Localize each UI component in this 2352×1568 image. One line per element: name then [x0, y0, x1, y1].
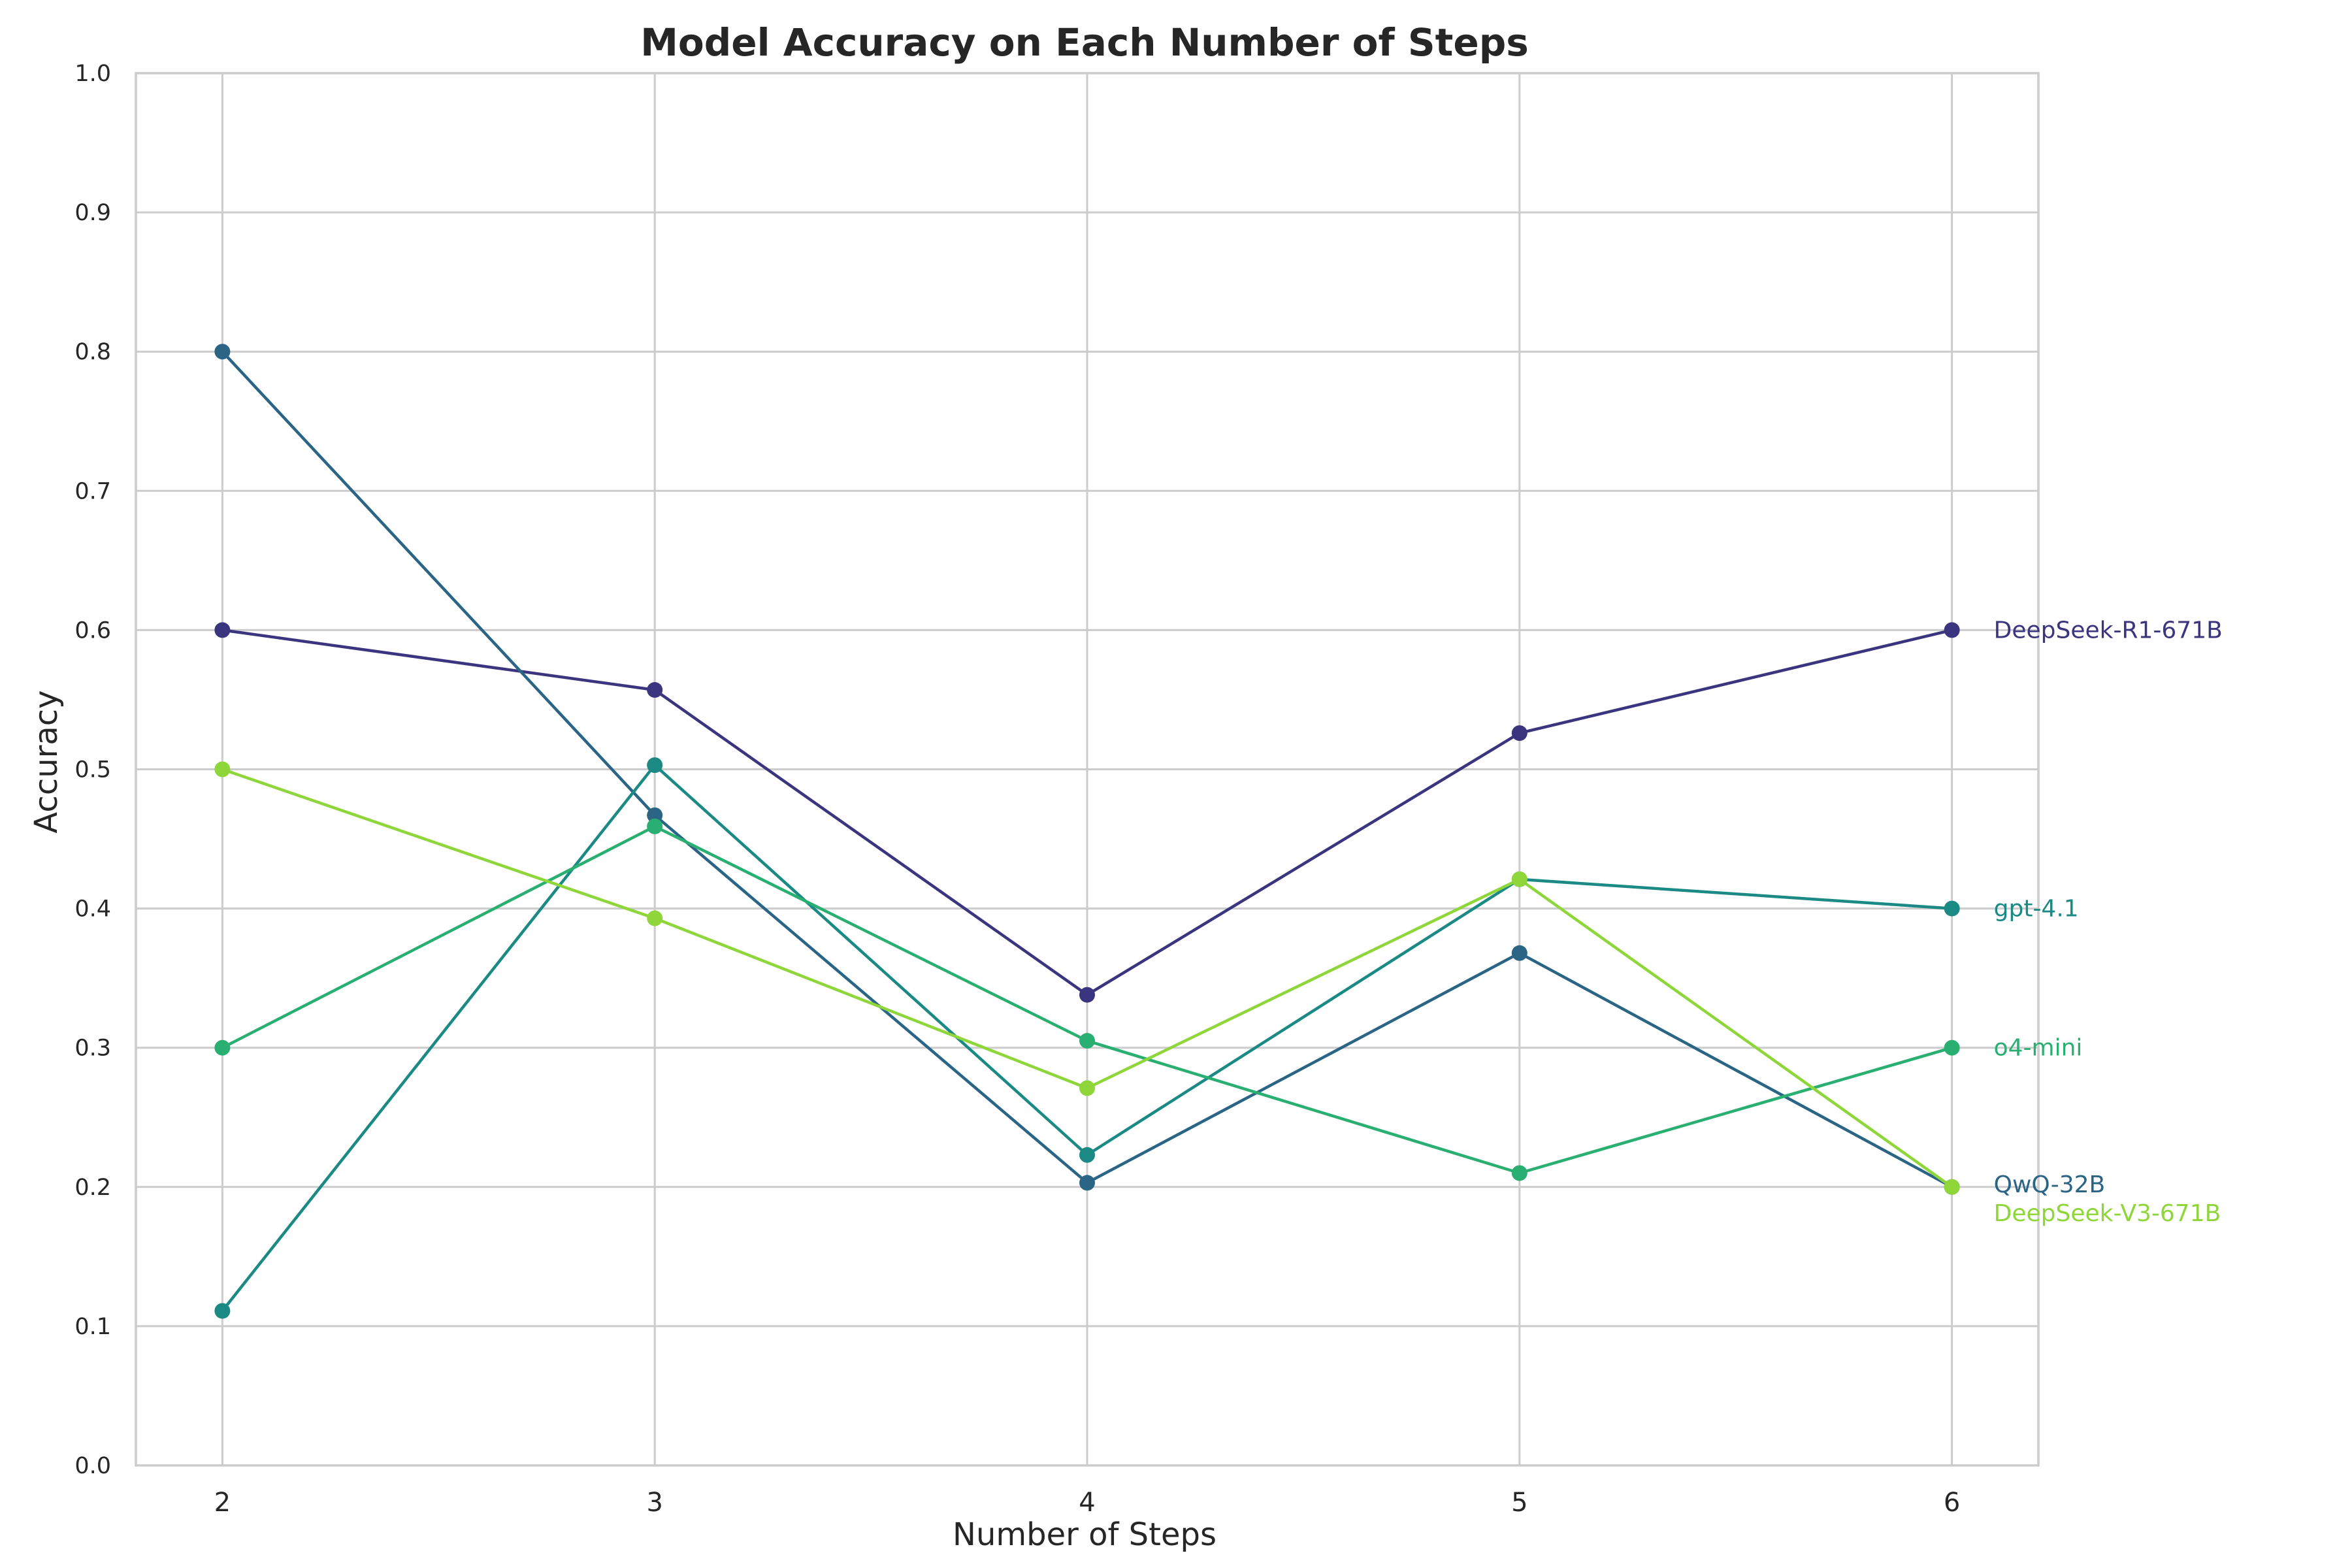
y-tick-label: 0.1 — [74, 1314, 111, 1340]
y-tick-label: 1.0 — [74, 61, 111, 87]
y-tick-label: 0.4 — [74, 896, 111, 923]
series-points — [214, 344, 1960, 1319]
series-label-o4-mini: o4-mini — [1994, 1035, 2083, 1062]
y-axis-label: Accuracy — [28, 690, 65, 833]
data-point-gpt-4.1-2 — [214, 1303, 231, 1319]
x-axis-ticks: 2 3 4 5 6 — [214, 1488, 1961, 1518]
x-tick-label: 5 — [1511, 1488, 1527, 1518]
data-point-DeepSeek-R1-671B-2 — [214, 622, 231, 638]
data-point-DeepSeek-R1-671B-6 — [1944, 622, 1960, 638]
data-point-gpt-4.1-3 — [647, 757, 663, 774]
data-point-DeepSeek-V3-671B-2 — [214, 761, 231, 777]
x-tick-label: 2 — [214, 1488, 231, 1518]
series-labels: DeepSeek-R1-671B QwQ-32B gpt-4.1 o4-mini Dee… — [1994, 617, 2223, 1226]
plot-frame — [135, 72, 2040, 1467]
series-label-QwQ-32B: QwQ-32B — [1994, 1171, 2106, 1198]
y-tick-label: 0.2 — [74, 1175, 111, 1201]
data-point-DeepSeek-R1-671B-4 — [1079, 987, 1095, 1003]
data-point-o4-mini-5 — [1511, 1165, 1527, 1181]
data-point-o4-mini-6 — [1944, 1039, 1960, 1056]
y-tick-label: 0.9 — [74, 200, 111, 226]
x-axis-label: Number of Steps — [953, 1516, 1217, 1553]
data-point-QwQ-32B-3 — [647, 807, 663, 823]
data-point-o4-mini-2 — [214, 1039, 231, 1056]
data-point-DeepSeek-R1-671B-3 — [647, 682, 663, 698]
data-point-QwQ-32B-2 — [214, 344, 231, 360]
y-tick-label: 0.6 — [74, 617, 111, 644]
x-tick-label: 4 — [1079, 1488, 1095, 1518]
data-point-gpt-4.1-6 — [1944, 900, 1960, 917]
y-tick-label: 0.7 — [74, 478, 111, 504]
data-point-DeepSeek-V3-671B-3 — [647, 910, 663, 926]
data-point-DeepSeek-R1-671B-5 — [1511, 725, 1527, 742]
series-label-DeepSeek-R1-671B: DeepSeek-R1-671B — [1994, 617, 2223, 644]
data-point-o4-mini-4 — [1079, 1033, 1095, 1049]
y-tick-label: 0.5 — [74, 757, 111, 783]
data-point-QwQ-32B-5 — [1511, 945, 1527, 961]
x-tick-label: 3 — [646, 1488, 662, 1518]
y-tick-label: 0.0 — [74, 1453, 111, 1479]
series-label-DeepSeek-V3-671B: DeepSeek-V3-671B — [1994, 1200, 2221, 1227]
series-label-gpt-4.1: gpt-4.1 — [1994, 896, 2079, 923]
grid — [136, 72, 2038, 1467]
x-tick-label: 6 — [1944, 1488, 1960, 1518]
data-point-QwQ-32B-4 — [1079, 1175, 1095, 1191]
chart-title: Model Accuracy on Each Number of Steps — [640, 20, 1529, 65]
y-axis-ticks: 0.0 0.1 0.2 0.3 0.4 0.5 0.6 0.7 0.8 0.9 1.0 — [74, 61, 111, 1479]
y-tick-label: 0.3 — [74, 1036, 111, 1062]
data-point-o4-mini-3 — [647, 818, 663, 834]
data-point-DeepSeek-V3-671B-4 — [1079, 1080, 1095, 1096]
data-point-gpt-4.1-4 — [1079, 1147, 1095, 1163]
y-tick-label: 0.8 — [74, 339, 111, 365]
data-point-DeepSeek-V3-671B-5 — [1511, 871, 1527, 887]
data-point-DeepSeek-V3-671B-6 — [1944, 1179, 1960, 1195]
